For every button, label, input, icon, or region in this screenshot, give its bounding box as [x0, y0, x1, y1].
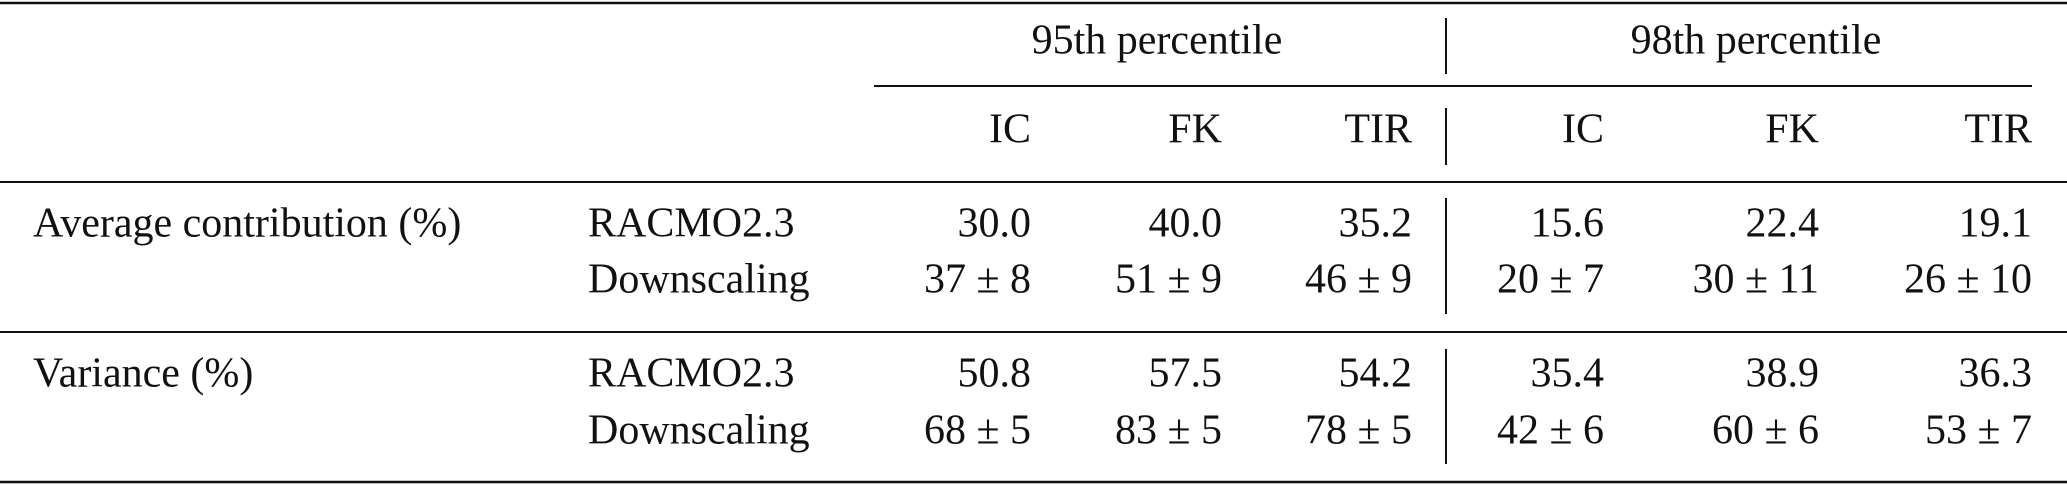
cell: 22.4	[1746, 201, 1820, 247]
cell: 38.9	[1746, 351, 1820, 397]
row-label: RACMO2.3	[588, 351, 795, 397]
section-label: Average contribution (%)	[33, 201, 461, 247]
cell: 40.0	[1149, 201, 1223, 247]
column-header: TIR	[1344, 107, 1412, 153]
cell: 26 ± 10	[1904, 257, 2032, 303]
row-label: RACMO2.3	[588, 201, 795, 247]
cell: 60 ± 6	[1712, 408, 1819, 454]
cell: 53 ± 7	[1925, 408, 2032, 454]
cell: 37 ± 8	[924, 257, 1031, 303]
column-header: TIR	[1964, 107, 2032, 153]
cell: 83 ± 5	[1115, 408, 1222, 454]
cell: 20 ± 7	[1497, 257, 1604, 303]
row-label: Downscaling	[588, 257, 810, 303]
group-header: 95th percentile	[1032, 18, 1283, 64]
cell: 78 ± 5	[1305, 408, 1412, 454]
cell: 51 ± 9	[1115, 257, 1222, 303]
group-header: 98th percentile	[1631, 18, 1882, 64]
row-label: Downscaling	[588, 408, 810, 454]
cell: 50.8	[958, 351, 1032, 397]
column-header: FK	[1765, 107, 1819, 153]
column-header: IC	[989, 107, 1031, 153]
column-header: FK	[1168, 107, 1222, 153]
cell: 46 ± 9	[1305, 257, 1412, 303]
cell: 54.2	[1339, 351, 1413, 397]
cell: 35.4	[1531, 351, 1605, 397]
cell: 19.1	[1959, 201, 2033, 247]
cell: 36.3	[1959, 351, 2033, 397]
cell: 30.0	[958, 201, 1032, 247]
section-label: Variance (%)	[33, 351, 253, 397]
column-header: IC	[1562, 107, 1604, 153]
cell: 35.2	[1339, 201, 1413, 247]
cell: 68 ± 5	[924, 408, 1031, 454]
cell: 15.6	[1531, 201, 1605, 247]
cell: 57.5	[1149, 351, 1223, 397]
cell: 42 ± 6	[1497, 408, 1604, 454]
cell: 30 ± 11	[1693, 257, 1820, 303]
